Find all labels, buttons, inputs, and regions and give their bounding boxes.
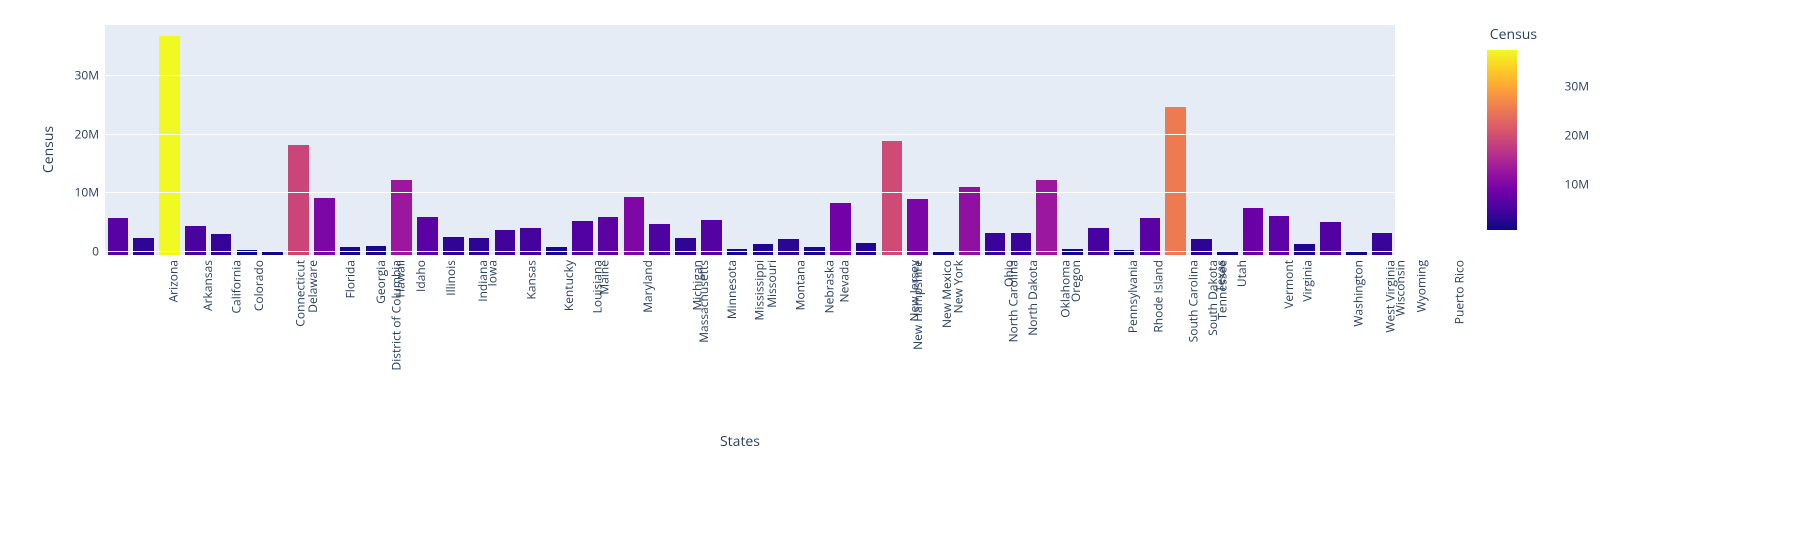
x-tick-label: New Jersey: [906, 260, 923, 322]
bar[interactable]: [1269, 216, 1290, 255]
bar[interactable]: [1294, 244, 1315, 255]
bar[interactable]: [1217, 251, 1238, 255]
plot-area: [105, 25, 1395, 255]
x-tick-label: Virginia: [1299, 260, 1316, 302]
colorbar-tick-label: 10M: [1564, 175, 1589, 192]
census-bar-chart: Census States 0 10M 20M 30M Arizona Arkansas…: [0, 0, 1817, 545]
bar[interactable]: [624, 197, 645, 255]
colorbar-tick-label: 30M: [1564, 77, 1589, 94]
gridline: [105, 192, 1395, 193]
x-tick-label: Kentucky: [560, 260, 577, 311]
x-tick-label: Hawaii: [392, 260, 409, 298]
bar[interactable]: [1140, 218, 1161, 255]
x-tick-label: Maine: [595, 260, 612, 295]
x-tick-label: Delaware: [304, 260, 321, 313]
colorbar: [1487, 50, 1517, 230]
x-tick-label: Georgia: [372, 260, 389, 304]
bar[interactable]: [391, 180, 412, 255]
bar[interactable]: [108, 218, 129, 256]
x-tick-label: Nevada: [835, 260, 852, 302]
y-tick-label: 10M: [39, 184, 99, 201]
colorbar-tick-label: 20M: [1564, 126, 1589, 143]
bar[interactable]: [856, 243, 877, 255]
x-tick-label: Arizona: [164, 260, 181, 302]
x-tick-label: Michigan: [688, 260, 705, 311]
x-tick-label: Kansas: [523, 260, 540, 299]
bar[interactable]: [701, 220, 722, 255]
x-tick-label: Idaho: [412, 260, 429, 292]
bar[interactable]: [675, 238, 696, 255]
bar[interactable]: [417, 217, 438, 255]
x-tick-label: Missouri: [763, 260, 780, 308]
x-tick-label: Utah: [1233, 260, 1250, 287]
bar[interactable]: [469, 238, 490, 255]
bar[interactable]: [907, 199, 928, 255]
y-tick-label: 30M: [39, 66, 99, 83]
bar[interactable]: [1243, 208, 1264, 255]
x-tick-label: Wyoming: [1413, 260, 1430, 312]
x-tick-label: Minnesota: [723, 260, 740, 319]
y-tick-label: 0: [39, 242, 99, 259]
x-tick-label: Vermont: [1280, 260, 1297, 309]
bar[interactable]: [1191, 239, 1212, 255]
x-tick-label: Washington: [1349, 260, 1366, 327]
colorbar-title: Census: [1490, 25, 1537, 44]
x-tick-label: Texas: [1212, 260, 1229, 292]
bar[interactable]: [1062, 249, 1083, 255]
bar[interactable]: [753, 244, 774, 255]
bar[interactable]: [133, 238, 154, 255]
bar[interactable]: [778, 239, 799, 255]
y-tick-label: 20M: [39, 125, 99, 142]
bar[interactable]: [159, 36, 180, 255]
x-tick-label: Rhode Island: [1149, 260, 1166, 333]
x-axis-title: States: [720, 432, 760, 451]
bar[interactable]: [288, 145, 309, 255]
x-tick-label: Maryland: [639, 260, 656, 313]
x-tick-label: New York: [949, 260, 966, 313]
bar[interactable]: [314, 198, 335, 255]
x-tick-label: Iowa: [484, 260, 501, 287]
bar[interactable]: [959, 187, 980, 255]
x-tick-label: Pennsylvania: [1124, 260, 1141, 333]
gridline: [105, 75, 1395, 76]
x-tick-label: Wisconsin: [1391, 260, 1408, 316]
x-tick-label: Colorado: [250, 260, 267, 311]
bars-group: [105, 25, 1395, 255]
x-tick-label: Oregon: [1067, 260, 1084, 302]
x-tick-label: Arkansas: [199, 260, 216, 311]
bar[interactable]: [830, 203, 851, 255]
bar[interactable]: [1165, 107, 1186, 255]
gridline: [105, 134, 1395, 135]
gridline: [105, 251, 1395, 252]
x-tick-label: Florida: [341, 260, 358, 298]
x-tick-label: Montana: [791, 260, 808, 310]
x-tick-label: South Carolina: [1185, 260, 1202, 342]
x-tick-label: Illinois: [441, 260, 458, 296]
bar[interactable]: [882, 141, 903, 255]
bar[interactable]: [262, 251, 283, 255]
bar[interactable]: [598, 217, 619, 255]
x-tick-label: Ohio: [1000, 260, 1017, 287]
bar[interactable]: [1346, 252, 1367, 255]
x-tick-label: North Dakota: [1023, 260, 1040, 336]
x-tick-label: Puerto Rico: [1450, 260, 1467, 324]
bar[interactable]: [443, 237, 464, 255]
x-tick-label: California: [227, 260, 244, 314]
